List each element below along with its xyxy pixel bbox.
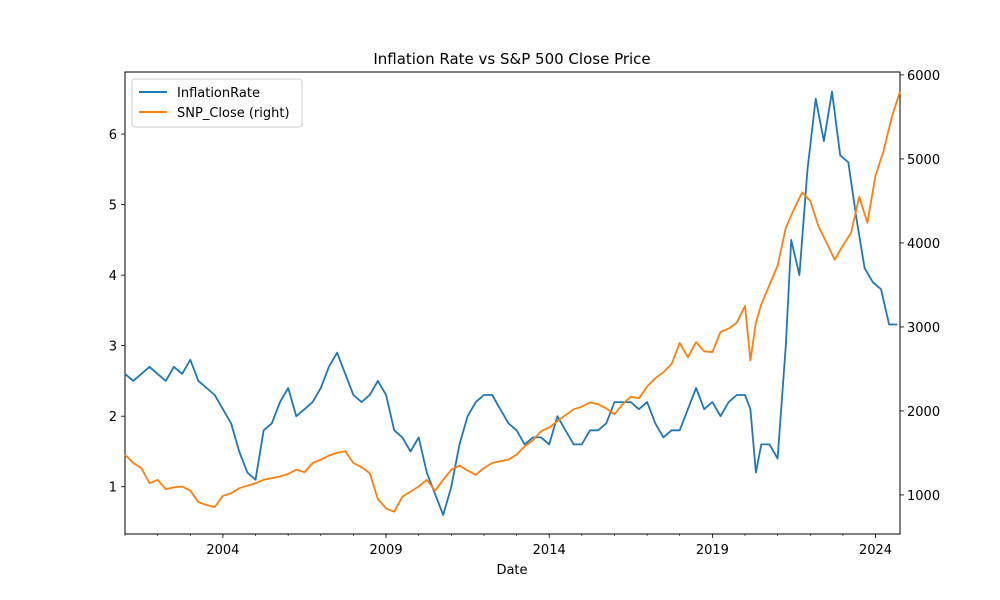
legend-box <box>131 78 303 128</box>
y-left-tick-label: 5 <box>109 199 117 214</box>
y-left-tick-label: 4 <box>109 269 117 284</box>
y-left-tick-label: 1 <box>109 481 117 496</box>
y-left-tick-label: 2 <box>109 410 117 425</box>
y-right-tick-label: 5000 <box>907 153 940 168</box>
y-left-tick-label: 6 <box>109 128 117 143</box>
x-tick-label: 2019 <box>696 543 729 558</box>
y-right-tick-label: 6000 <box>907 69 940 84</box>
y-left-tick-label: 3 <box>109 340 117 355</box>
y-right-tick-label: 2000 <box>907 405 940 420</box>
legend: InflationRate SNP_Close (right) <box>131 78 303 128</box>
y-right-tick-label: 3000 <box>907 321 940 336</box>
x-tick-label: 2009 <box>370 543 403 558</box>
legend-label-inflation: InflationRate <box>177 86 260 101</box>
chart-title: Inflation Rate vs S&P 500 Close Price <box>373 50 650 68</box>
x-axis: 2004 2009 2014 2019 2024 <box>124 534 892 558</box>
x-tick-label: 2004 <box>206 543 239 558</box>
legend-label-snp: SNP_Close (right) <box>177 106 290 121</box>
y-right-tick-label: 1000 <box>907 489 940 504</box>
plot-frame <box>124 71 901 535</box>
x-axis-label: Date <box>496 563 527 578</box>
series-line-inflation <box>124 90 898 516</box>
x-tick-label: 2024 <box>859 543 892 558</box>
x-tick-label: 2014 <box>533 543 566 558</box>
y-axis-left: 1 2 3 4 5 6 <box>109 128 125 496</box>
y-axis-right: 1000 2000 3000 4000 5000 6000 <box>900 69 940 504</box>
plot-area <box>124 71 901 535</box>
y-right-tick-label: 4000 <box>907 237 940 252</box>
series-line-snp <box>124 91 901 513</box>
series-group <box>124 90 901 516</box>
